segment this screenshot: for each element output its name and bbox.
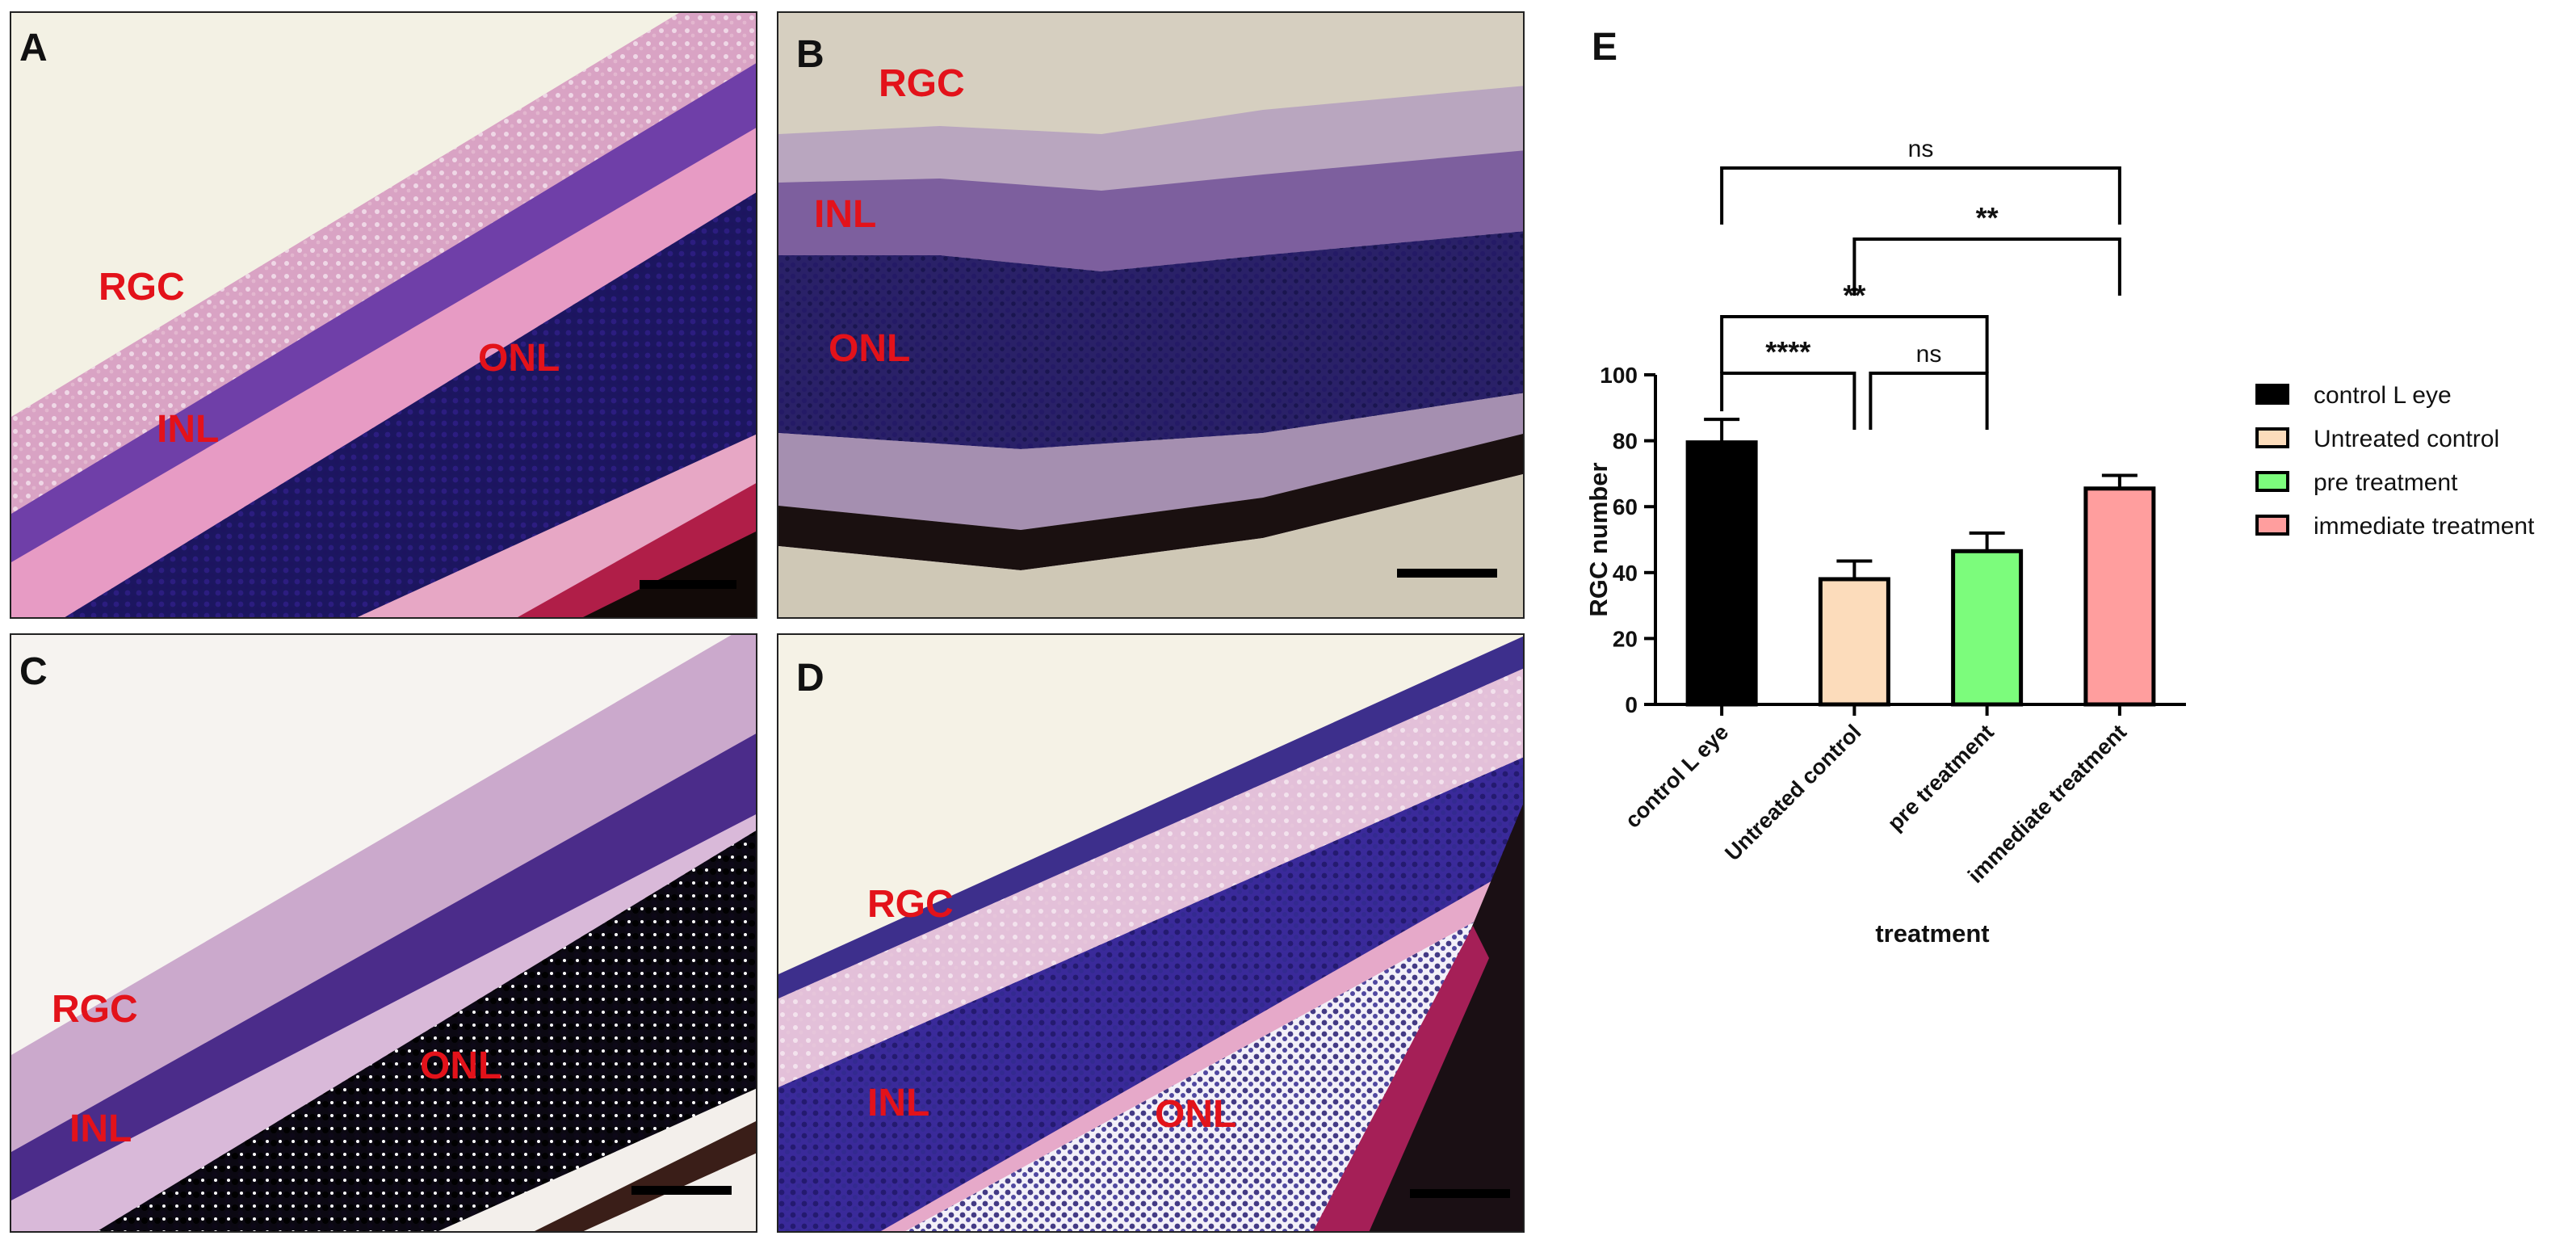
bar [2083,486,2156,707]
scale-bar-d [1410,1189,1510,1198]
y-tick-label: 0 [1625,692,1638,717]
legend-label: control L eye [2314,382,2452,409]
x-tick-label: control L eye [1621,720,1734,833]
y-tick-label: 100 [1600,363,1638,388]
chart-bars [1685,418,2156,707]
x-tick-label: Untreated control [1720,720,1865,865]
panel-letter-a: A [19,27,48,69]
scale-bar-b [1397,569,1497,578]
onl-label-c: ONL [420,1045,502,1087]
retina-section-image-b [778,13,1523,617]
rgc-label-d: RGC [867,883,954,926]
onl-label-d: ONL [1155,1093,1237,1136]
panel-letter-e: E [1592,26,1617,69]
legend-label: immediate treatment [2314,513,2535,540]
onl-label-a: ONL [478,337,560,380]
legend-swatch [2255,515,2289,536]
x-tick-label: pre treatment [1883,720,1999,835]
retina-section-image-a [11,13,756,617]
significance-brackets: **** ns****ns [1720,136,2121,430]
bar [1818,577,1890,707]
inl-label-b: INL [814,193,877,236]
legend-label: pre treatment [2314,469,2458,496]
onl-label-b: ONL [829,327,911,370]
y-axis-label: RGC number [1584,462,1613,616]
legend-swatch [2255,427,2289,448]
significance-label: ** [1976,201,1999,234]
bracket [1720,315,1989,373]
micrograph-panel-d: RGC INL ONL [777,633,1525,1233]
significance-label: **** [1765,335,1810,368]
legend-swatch [2255,384,2289,405]
inl-label-a: INL [157,408,220,451]
legend-label: Untreated control [2314,426,2499,452]
micrograph-panel-b: RGC INL ONL [777,11,1525,619]
significance-label: ns [1908,136,1934,162]
bracket [1852,237,2121,296]
retina-section-image-c [11,635,756,1231]
y-tick-label: 60 [1613,494,1638,519]
panel-letter-b: B [796,33,824,76]
bracket [1720,166,2121,225]
bar [1685,440,1758,707]
inl-label-d: INL [867,1082,930,1124]
inl-label-c: INL [69,1108,132,1150]
chart-legend: control L eye Untreated control pre treatm… [2255,382,2535,540]
bracket [1720,372,1856,430]
scale-bar-c [631,1186,732,1195]
micrograph-panel-a: RGC INL ONL [10,11,757,619]
rgc-label-b: RGC [879,62,965,105]
scale-bar-a [640,580,736,589]
y-tick-label: 40 [1613,561,1638,586]
bracket [1869,372,1989,430]
y-tick-label: 20 [1613,626,1638,651]
panel-letter-d: D [796,657,824,700]
rgc-label-c: RGC [52,988,138,1031]
retina-section-image-d [778,635,1523,1231]
significance-label: ns [1916,341,1942,368]
y-tick-label: 80 [1613,429,1638,454]
legend-swatch [2255,471,2289,492]
micrograph-panel-c: RGC INL ONL [10,633,757,1233]
x-axis-label: treatment [1875,919,1989,948]
bar [1951,549,2024,707]
panel-letter-c: C [19,650,48,693]
rgc-label-a: RGC [99,266,185,309]
